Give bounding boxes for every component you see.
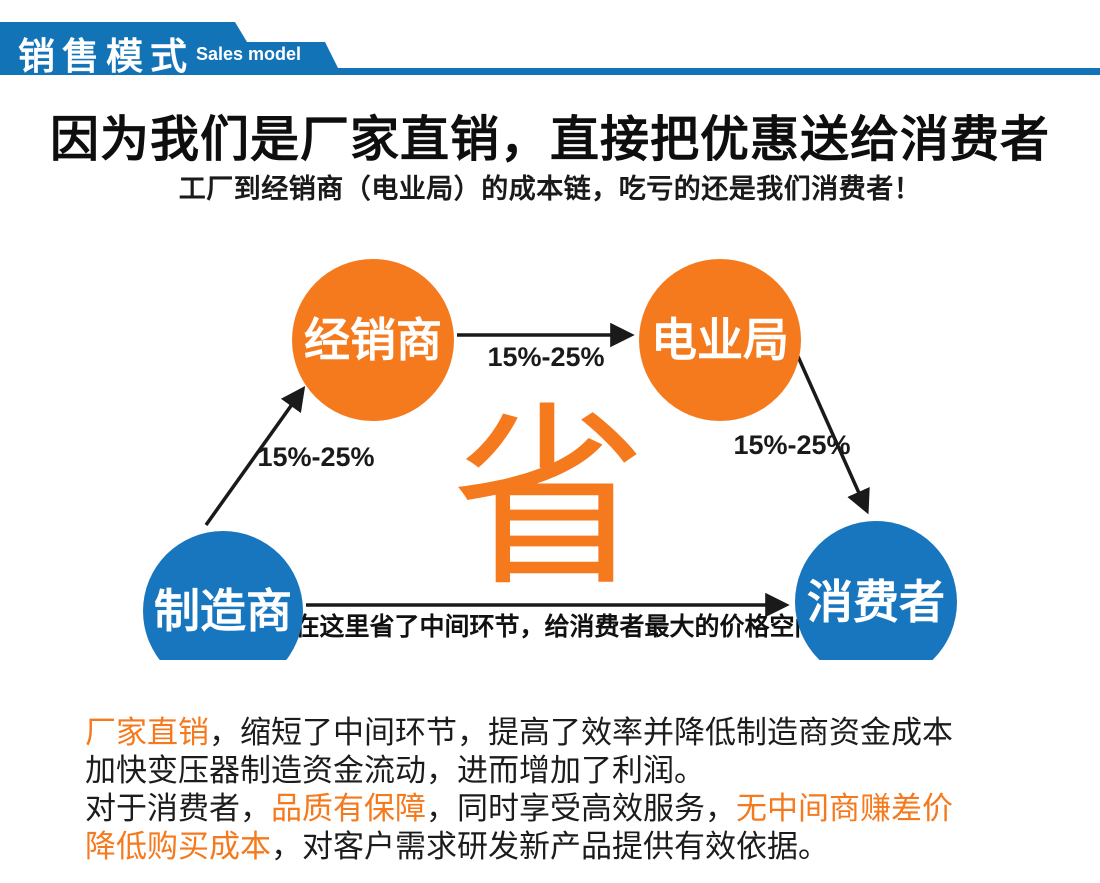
highlight-no-middleman-line2: 降低购买成本 [85,829,271,864]
edge-label-manufacturer-distributor: 15%-25% [257,442,374,472]
hero-subtitle: 工厂到经销商（电业局）的成本链，吃亏的还是我们消费者！ [178,174,922,204]
node-distributor: 经销商 [292,259,454,421]
highlight-no-middleman-line1: 无中间商赚差价 [736,791,953,826]
arrow-manufacturer-to-distributor [204,386,306,527]
edge-label-distributor-power-bureau: 15%-25% [487,342,604,372]
p2-tail: ，对客户需求研发新产品提供有效依据。 [271,829,829,864]
banner-title: 销售模式 [18,36,194,77]
p2-lead: 对于消费者， [85,791,271,826]
save-character: 省 [451,390,647,609]
highlight-factory-direct: 厂家直销 [85,715,209,750]
paragraph-manufacturer-benefit: 厂家直销，缩短了中间环节，提高了效率并降低制造商资金成本 加快变压器制造资金流动，… [85,714,1015,790]
node-consumer-circle [795,521,957,660]
arrow-power-bureau-to-consumer [794,351,870,515]
node-manufacturer-label: 制造商 [154,585,292,637]
node-consumer: 消费者 [795,521,957,660]
node-power-bureau-label: 电业局 [651,314,789,366]
node-power-bureau-circle [639,259,801,421]
node-power-bureau: 电业局 [639,259,801,421]
highlight-quality-guarantee: 品质有保障 [271,791,426,826]
banner-subtitle-en: Sales model [196,44,302,64]
header-banner: 销售模式 Sales model [0,0,1100,80]
benefit-paragraphs: 厂家直销，缩短了中间环节，提高了效率并降低制造商资金成本 加快变压器制造资金流动，… [85,714,1015,866]
node-distributor-label: 经销商 [304,314,442,366]
hero-title: 因为我们是厂家直销，直接把优惠送给消费者 [49,112,1050,167]
sales-flow-diagram: 省 15%-25% 15%-25% 15%-25% 在这里省了中间环节，给消费者… [143,259,957,660]
edge-label-power-bureau-consumer: 15%-25% [733,430,850,460]
node-manufacturer-circle [143,531,303,660]
banner-ribbon-polygon [0,22,1100,75]
paragraph-consumer-benefit: 对于消费者，品质有保障，同时享受高效服务，无中间商赚差价降低购买成本，对客户需求… [85,790,1015,866]
p2-mid: ，同时享受高效服务， [426,791,736,826]
banner-ribbon-shape [0,22,1100,75]
p1-text-line1: ，缩短了中间环节，提高了效率并降低制造商资金成本 [209,715,953,750]
node-consumer-label: 消费者 [807,576,945,628]
p1-text-line2: 加快变压器制造资金流动，进而增加了利润。 [85,753,705,788]
bottom-arrow-caption: 在这里省了中间环节，给消费者最大的价格空间 [294,612,819,641]
node-manufacturer: 制造商 [143,531,303,660]
node-distributor-circle [292,259,454,421]
